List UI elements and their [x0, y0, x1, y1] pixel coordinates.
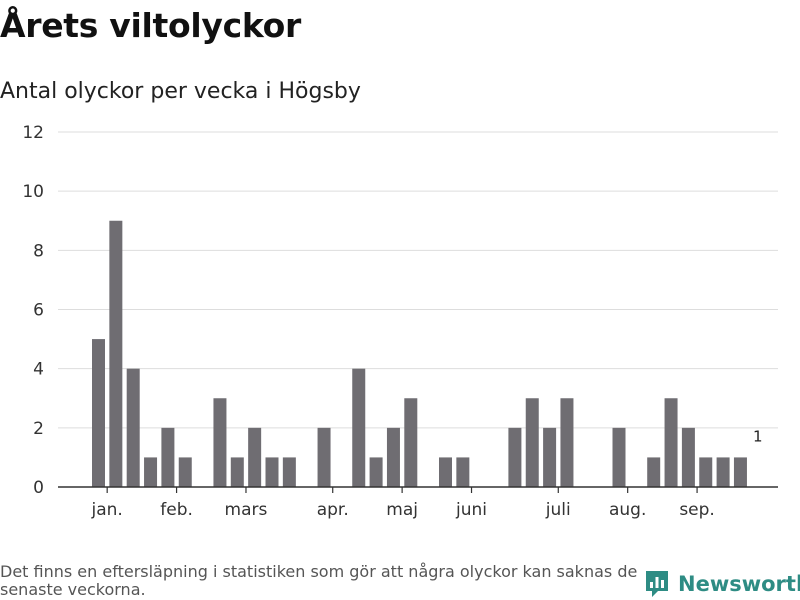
bar [109, 220, 123, 487]
y-tick-label: 0 [33, 478, 44, 498]
brand-logo[interactable]: Newsworthy [644, 568, 800, 600]
x-tick-label: sep. [679, 500, 715, 520]
bar [178, 457, 192, 487]
x-tick-label: mars [225, 500, 268, 520]
bar [456, 457, 470, 487]
bars [92, 220, 747, 487]
x-tick-label: maj [386, 500, 418, 520]
bar [404, 398, 418, 487]
bar-chart: 0 2 4 6 8 10 12 jan. feb. mars apr. maj juni juli aug… [22, 123, 778, 520]
x-tick-label: juli [545, 500, 571, 520]
brand-name: Newsworthy [678, 572, 800, 596]
x-tick-label: feb. [160, 500, 193, 520]
bar [612, 427, 626, 487]
bar [439, 457, 452, 487]
bar [681, 427, 695, 487]
y-tick-label: 6 [33, 301, 44, 321]
bar [213, 398, 227, 487]
bar [716, 457, 730, 487]
bar [144, 457, 158, 487]
bar [386, 427, 400, 487]
gridlines [58, 131, 778, 429]
x-tick-label: aug. [609, 500, 646, 520]
y-tick-label: 8 [33, 241, 44, 261]
data-labels: 1 [753, 427, 763, 445]
bar [248, 427, 262, 487]
bar [317, 427, 331, 487]
footnote: Det finns en eftersläpning i statistiken… [0, 562, 638, 599]
bar [647, 457, 661, 487]
y-tick-label: 2 [33, 419, 44, 439]
bar [664, 398, 678, 487]
bar [525, 398, 539, 487]
x-tick-label: jan. [91, 500, 123, 520]
y-tick-label: 4 [33, 360, 44, 380]
bar [92, 339, 105, 487]
bar [126, 368, 140, 487]
chart-title: Årets viltolyckor [0, 6, 301, 45]
bar [560, 398, 574, 487]
x-tick-label: juni [455, 500, 487, 520]
bar-chart-speech-bubble-icon [646, 571, 668, 597]
y-axis: 0 2 4 6 8 10 12 [22, 123, 44, 498]
x-axis: jan. feb. mars apr. maj juni juli aug. sep. [58, 486, 778, 520]
chart-subtitle: Antal olyckor per vecka i Högsby [0, 79, 361, 104]
bar [161, 427, 175, 487]
bar [508, 427, 522, 487]
bar [265, 457, 279, 487]
bar [282, 457, 296, 487]
bar [543, 427, 557, 487]
bar [699, 457, 713, 487]
bar [369, 457, 383, 487]
x-tick-label: apr. [317, 500, 349, 520]
data-label: 1 [753, 427, 763, 445]
y-tick-label: 12 [22, 123, 44, 143]
y-tick-label: 10 [22, 182, 44, 202]
bar [230, 457, 244, 487]
bar [352, 368, 366, 487]
bar [733, 457, 747, 487]
